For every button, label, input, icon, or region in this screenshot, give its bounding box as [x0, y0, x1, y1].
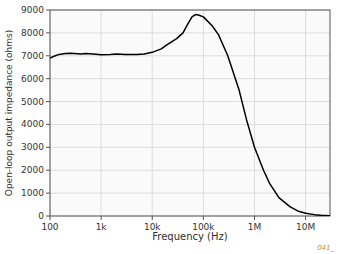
x-tick-label: 100 — [41, 222, 58, 232]
y-tick-label: 4000 — [21, 119, 44, 129]
y-axis-label: Open-loop output impedance (ohms) — [4, 30, 14, 196]
x-grid-line — [305, 10, 306, 216]
y-tick — [46, 32, 50, 33]
y-tick — [46, 193, 50, 194]
x-tick-label: 1k — [96, 222, 108, 232]
y-grid-line — [50, 78, 330, 79]
watermark: 041_ — [317, 244, 334, 252]
y-tick — [46, 55, 50, 56]
x-tick — [305, 216, 306, 220]
plot-area — [50, 10, 330, 216]
x-tick — [152, 216, 153, 220]
y-tick-label: 0 — [38, 211, 44, 221]
y-tick — [46, 78, 50, 79]
series — [50, 15, 330, 216]
y-tick — [46, 147, 50, 148]
y-grid-line — [50, 193, 330, 194]
x-grid-line — [152, 10, 153, 216]
y-tick-label: 5000 — [21, 97, 44, 107]
y-grid-line — [50, 170, 330, 171]
y-tick-label: 2000 — [21, 165, 44, 175]
y-grid-line — [50, 147, 330, 148]
y-tick-label: 8000 — [21, 28, 44, 38]
impedance-line — [50, 15, 330, 216]
y-grid-line — [50, 32, 330, 33]
x-tick-label: 10M — [296, 222, 315, 232]
x-tick — [254, 216, 255, 220]
x-tick — [50, 216, 51, 220]
y-grid-line — [50, 55, 330, 56]
y-tick-label: 3000 — [21, 142, 44, 152]
plot-frame — [50, 10, 330, 216]
x-axis-label: Frequency (Hz) — [152, 231, 228, 242]
y-tick — [46, 170, 50, 171]
y-tick — [46, 101, 50, 102]
y-tick-label: 7000 — [21, 51, 44, 61]
y-tick — [46, 10, 50, 11]
y-tick-label: 9000 — [21, 5, 44, 15]
y-grid-line — [50, 124, 330, 125]
y-tick-label: 1000 — [21, 188, 44, 198]
axes: 1001k10k100k1M10M01000200030004000500060… — [21, 5, 315, 232]
chart: 1001k10k100k1M10M01000200030004000500060… — [0, 0, 340, 254]
grid — [50, 10, 330, 216]
x-grid-line — [254, 10, 255, 216]
y-grid-line — [50, 101, 330, 102]
x-grid-line — [101, 10, 102, 216]
x-tick — [101, 216, 102, 220]
y-tick — [46, 216, 50, 217]
y-tick — [46, 124, 50, 125]
x-tick — [203, 216, 204, 220]
y-tick-label: 6000 — [21, 74, 44, 84]
x-tick-label: 1M — [248, 222, 262, 232]
x-grid-line — [203, 10, 204, 216]
